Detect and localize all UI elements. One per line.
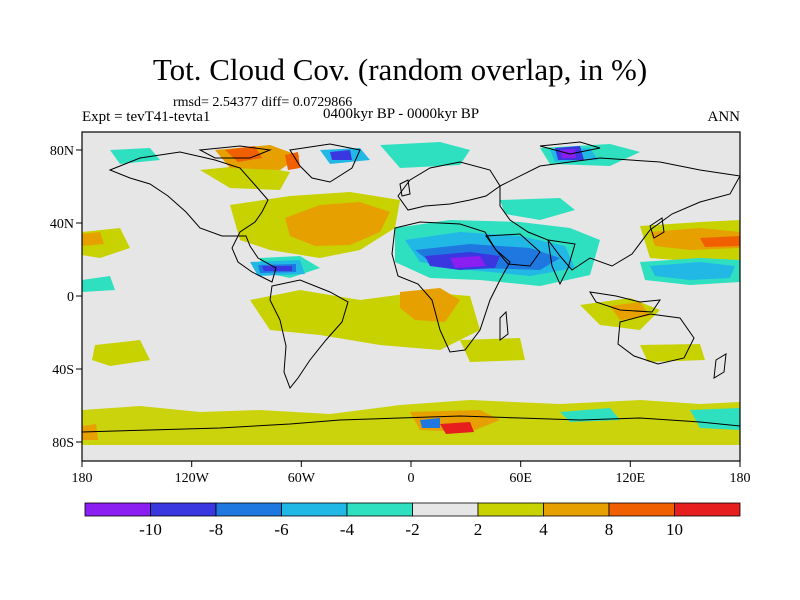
coastline [499,310,509,341]
colorbar-level-label: 8 [605,520,614,539]
coastline [617,313,695,365]
colorbar-swatch [412,502,479,517]
anomaly-patch [650,262,735,280]
coastline [269,279,349,389]
anomaly-patch [330,150,352,160]
coastline [399,179,411,197]
colorbar-swatch [84,502,151,517]
coastline [289,143,361,183]
anomaly-patch [285,202,390,246]
anomaly-patch [92,340,150,366]
colorbar-swatch [543,502,610,517]
anomaly-patch [82,232,104,246]
colorbar-swatch [281,502,348,517]
latitude-labels: 80N 40N 0 40S 80S [50,144,74,451]
colorbar-labels: -10 -8 -6 -4 -2 2 4 8 10 [139,520,683,539]
coastline [649,217,665,239]
season-label: ANN [707,109,741,125]
period-label: 0400kyr BP - 0000kyr BP [323,106,480,122]
coastline [589,291,662,313]
lon-label: 60W [288,471,316,486]
lon-label: 120W [175,471,210,486]
coastline [397,161,501,211]
longitude-labels: 180 120W 60W 0 60E 120E 180 [72,471,751,486]
anomaly-patch [420,418,440,428]
anomaly-patch [700,236,740,247]
colorbar-swatch [346,502,413,517]
colorbar-level-label: 10 [666,520,683,539]
experiment-label: Expt = tevT41-tevta1 [82,109,211,125]
colorbar-swatch [608,502,675,517]
coastline [198,145,272,159]
colorbar-swatch [150,502,217,517]
lon-label: 60E [509,471,532,486]
anomaly-patch [400,288,460,322]
anomaly-patch [82,276,115,292]
anomaly-patch [560,408,620,422]
colorbar-swatch [674,502,741,517]
rmsd-diff-text: rmsd= 2.54377 diff= 0.0729866 [173,95,353,110]
colorbar [84,502,741,517]
anomaly-patch [640,344,705,362]
colorbar-level-label: -10 [139,520,162,539]
colorbar-swatch [215,502,282,517]
anomaly-patch [450,256,486,268]
coastline [547,239,576,286]
lon-label: 180 [730,471,751,486]
anomaly-patch [440,422,474,434]
coastline [499,157,740,271]
axis-ticks [76,149,741,467]
colorbar-level-label: -2 [405,520,419,539]
lon-label: 0 [408,471,415,486]
anomaly-patch [460,338,525,362]
colorbar-swatch [477,502,544,517]
anomaly-patch [200,165,290,190]
colorbar-level-label: 4 [539,520,548,539]
coastline [82,415,740,433]
coastline [713,353,727,379]
coastline [391,221,511,353]
coastlines [82,141,740,433]
lat-label: 40S [52,363,74,378]
coastline [108,151,277,283]
anomaly-patch [262,266,292,271]
colorbar-level-label: -4 [340,520,355,539]
anomaly-field [82,142,740,445]
anomaly-patch [110,148,160,164]
lat-label: 0 [67,290,74,305]
colorbar-level-label: -6 [274,520,288,539]
lon-label: 180 [72,471,93,486]
coastline [539,141,601,155]
coastline [485,233,541,267]
lat-label: 40N [50,217,74,232]
lat-label: 80N [50,144,74,159]
colorbar-level-label: -8 [209,520,223,539]
anomaly-patch [500,198,575,220]
colorbar-level-label: 2 [474,520,483,539]
plot-title: Tot. Cloud Cov. (random overlap, in %) [152,52,648,87]
anomaly-patch [285,152,300,170]
anomaly-patch [380,142,470,168]
lat-label: 80S [52,436,74,451]
lon-label: 120E [616,471,646,486]
